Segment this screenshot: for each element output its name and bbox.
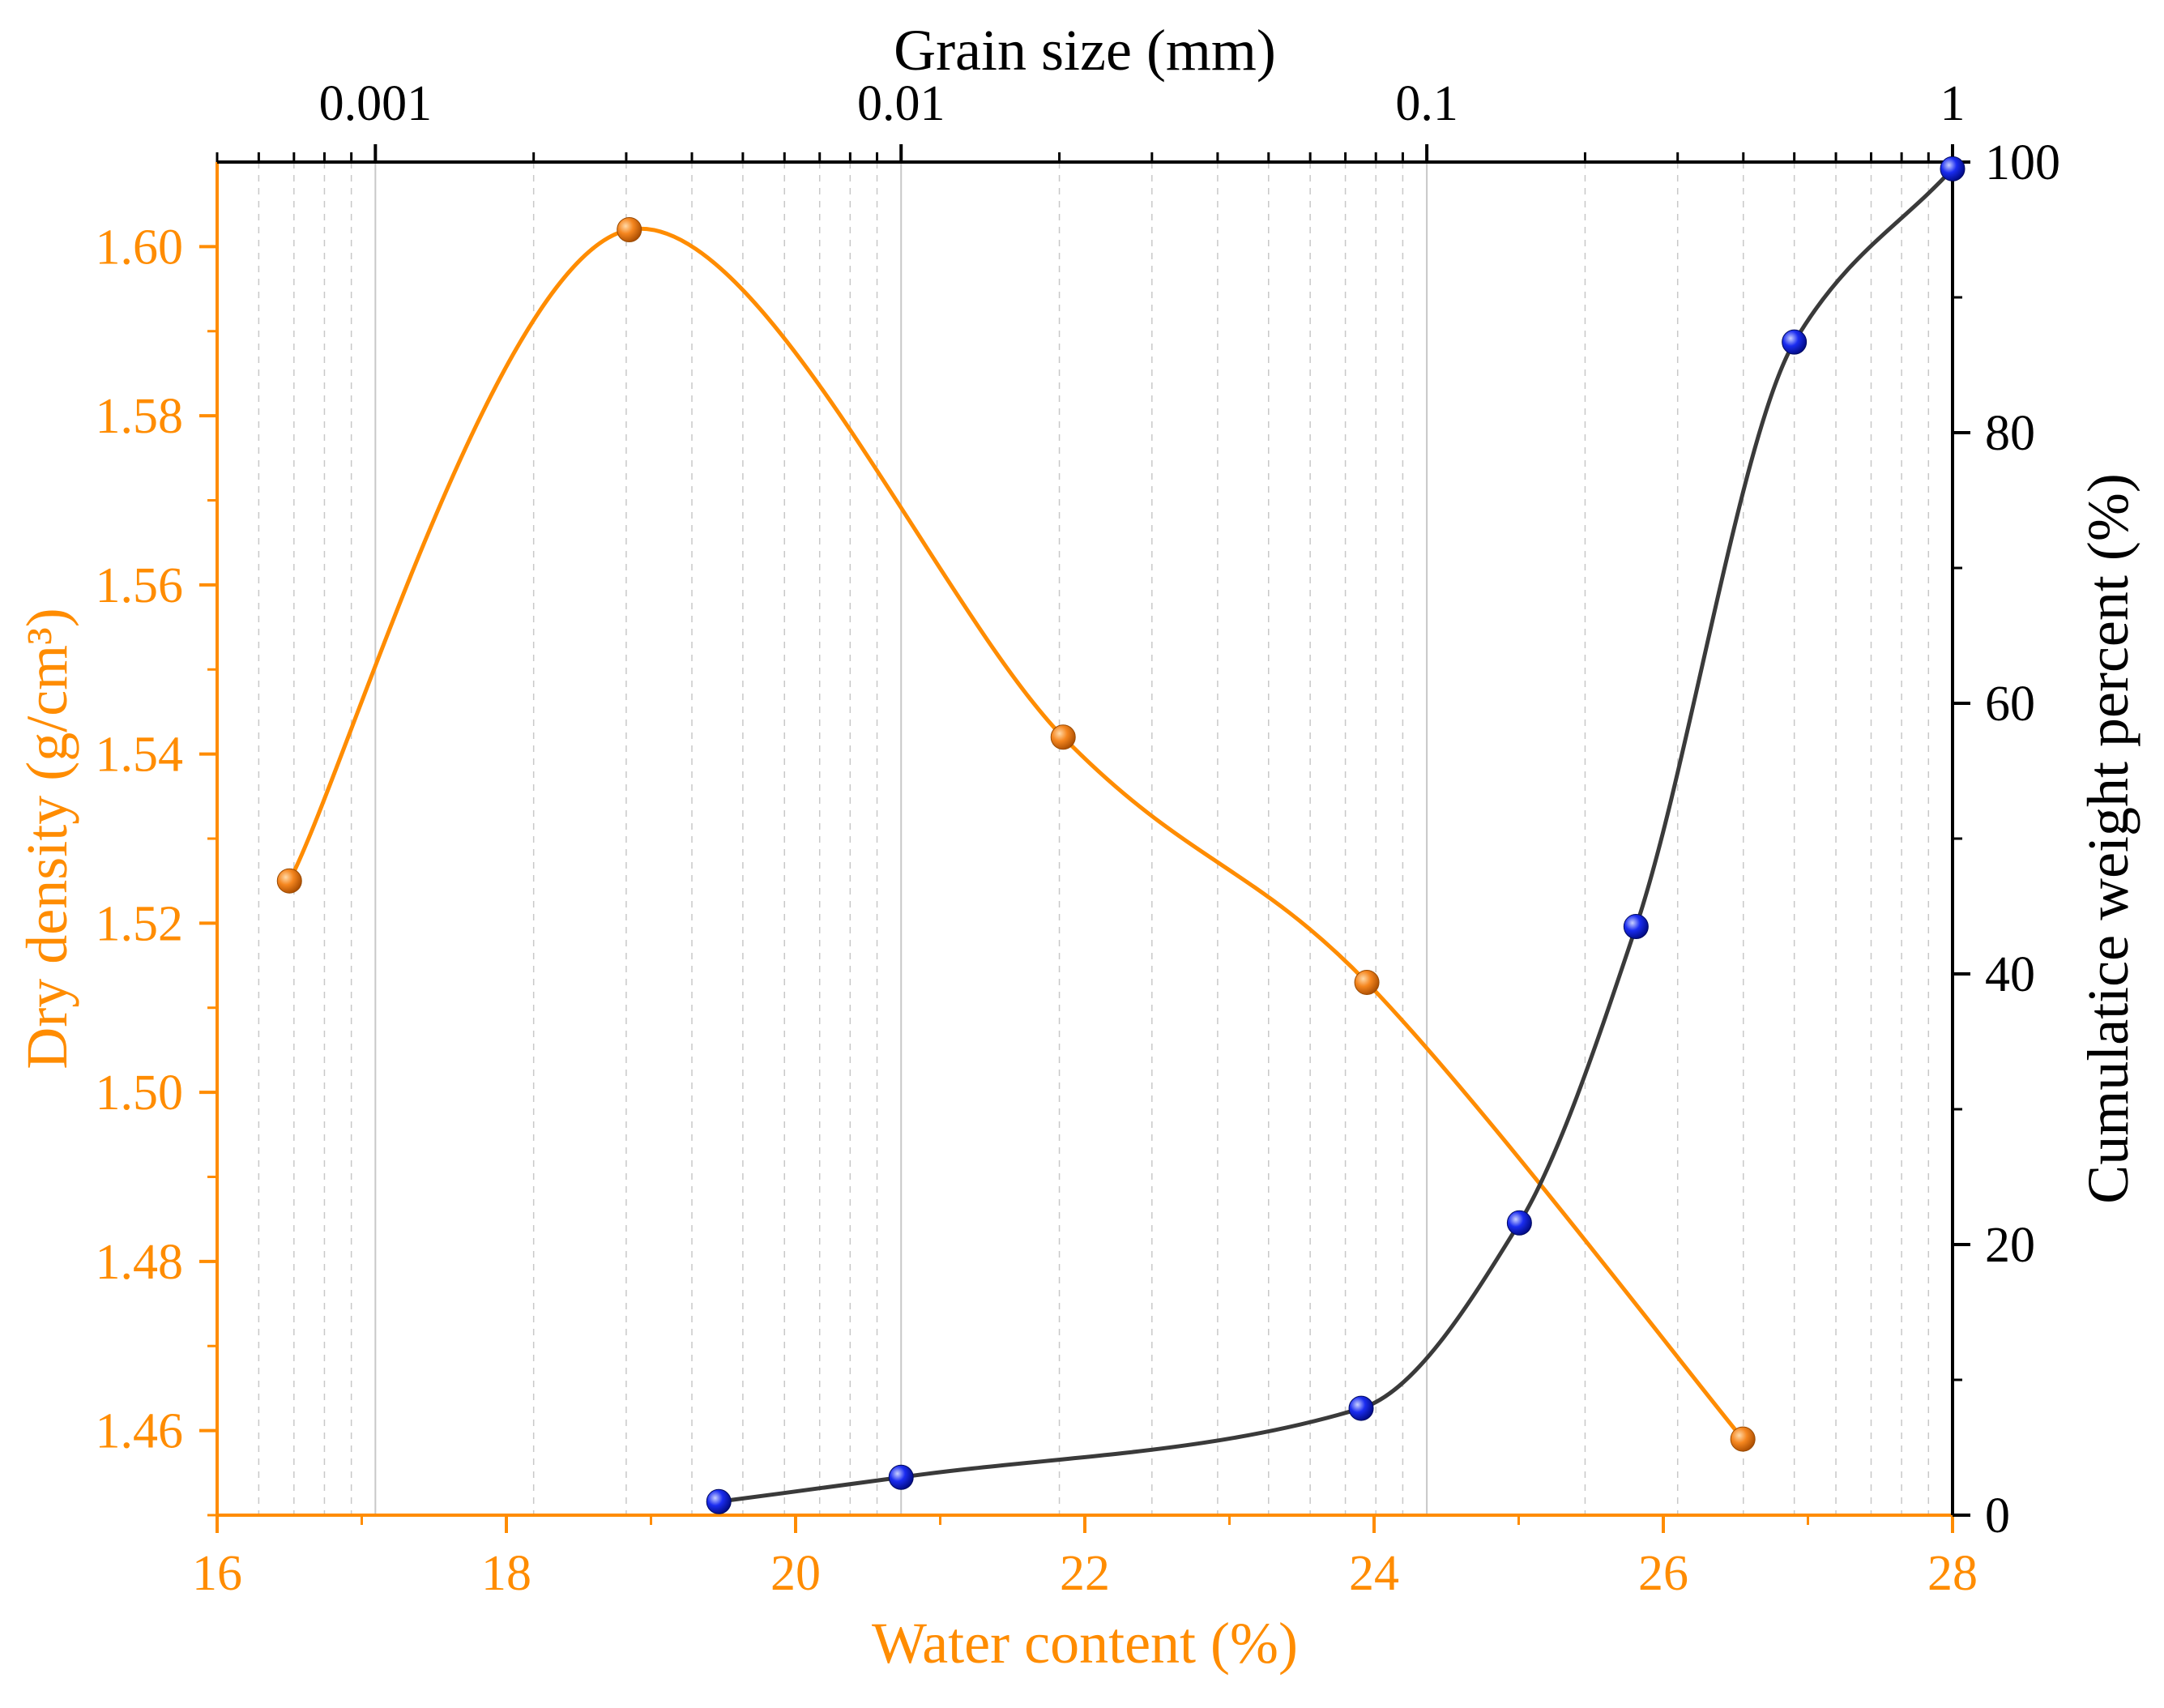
top-axis-label: Grain size (mm) bbox=[894, 18, 1276, 83]
dry-density-point bbox=[617, 217, 642, 242]
top-tick-label: 0.001 bbox=[319, 76, 433, 131]
dry-density-line bbox=[288, 226, 1745, 1441]
top-tick-label: 0.01 bbox=[857, 76, 945, 131]
top-tick-label: 0.1 bbox=[1395, 76, 1458, 131]
bottom-tick-label: 22 bbox=[1060, 1546, 1110, 1601]
right-axis-label: Cumulatice weight percent (%) bbox=[2076, 473, 2141, 1204]
bottom-tick-label: 26 bbox=[1638, 1546, 1688, 1601]
dry-density-point bbox=[1050, 724, 1076, 750]
right-tick-label: 100 bbox=[1985, 135, 2060, 190]
cumulative-weight-line bbox=[718, 167, 1954, 1504]
left-tick-label: 1.52 bbox=[96, 896, 184, 951]
plot-series bbox=[276, 156, 1966, 1514]
bottom-tick-label: 24 bbox=[1349, 1546, 1399, 1601]
cumulative-weight-point bbox=[888, 1464, 914, 1490]
y-axis-label: Dry density (g/cm³) bbox=[15, 608, 79, 1069]
dry-density-point bbox=[276, 868, 302, 894]
cumulative-weight-point bbox=[1940, 156, 1966, 181]
dry-density-point bbox=[1354, 969, 1380, 995]
left-tick-label: 1.60 bbox=[96, 220, 184, 275]
cumulative-weight-point bbox=[1782, 329, 1808, 355]
top-tick-label: 1 bbox=[1940, 76, 1966, 131]
cumulative-weight-point bbox=[706, 1488, 732, 1514]
left-tick-label: 1.56 bbox=[96, 558, 184, 613]
x-axis-label: Water content (%) bbox=[872, 1611, 1298, 1676]
right-tick-label: 80 bbox=[1985, 406, 2035, 461]
left-tick-label: 1.54 bbox=[96, 728, 184, 783]
axes: 16 18 20 22 24 26 28 1.46 1.48 1.50 1.52 1.54 1.56 1.… bbox=[96, 76, 2061, 1601]
left-tick-label: 1.58 bbox=[96, 389, 184, 444]
left-tick-label: 1.48 bbox=[96, 1235, 184, 1290]
right-tick-label: 40 bbox=[1985, 947, 2035, 1002]
right-tick-label: 20 bbox=[1985, 1218, 2035, 1273]
left-tick-label: 1.46 bbox=[96, 1404, 184, 1459]
bottom-tick-label: 16 bbox=[192, 1546, 242, 1601]
dry-density-point bbox=[1730, 1426, 1756, 1452]
top-axis-gridlines bbox=[216, 162, 1953, 1515]
right-tick-label: 0 bbox=[1985, 1488, 2010, 1544]
axis-labels: Water content (%) Grain size (mm) Dry de… bbox=[15, 18, 2141, 1676]
bottom-tick-label: 28 bbox=[1927, 1546, 1978, 1601]
bottom-tick-label: 18 bbox=[481, 1546, 531, 1601]
cumulative-weight-point bbox=[1623, 914, 1649, 940]
bottom-tick-label: 20 bbox=[770, 1546, 821, 1601]
cumulative-weight-point bbox=[1348, 1395, 1374, 1421]
right-tick-label: 60 bbox=[1985, 677, 2035, 732]
cumulative-weight-point bbox=[1506, 1210, 1532, 1236]
left-tick-label: 1.50 bbox=[96, 1065, 184, 1121]
